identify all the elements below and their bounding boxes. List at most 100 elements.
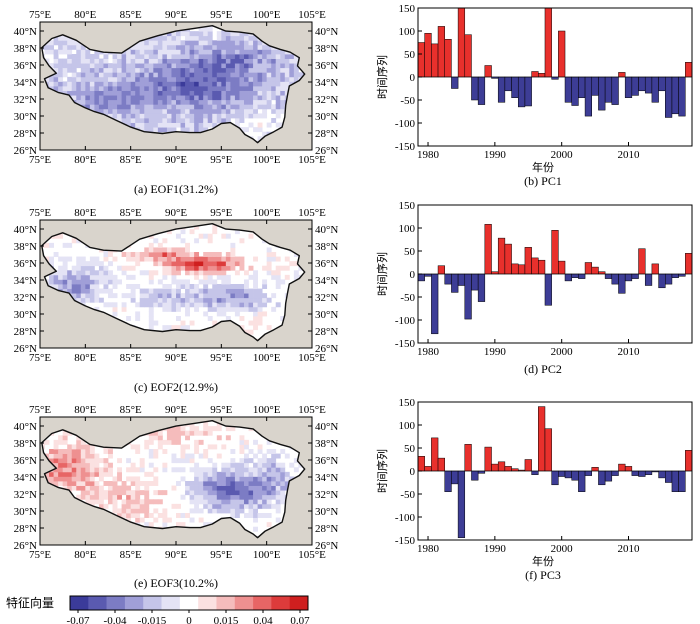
bar-2007 xyxy=(604,76,613,103)
bar-1999 xyxy=(551,230,559,275)
bar-1993 xyxy=(511,468,519,472)
lat-tick-label: 26°N xyxy=(315,540,338,552)
y-tick-label: 0 xyxy=(410,269,416,281)
bar-2013 xyxy=(644,76,653,94)
lat-tick-label: 38°N xyxy=(14,241,37,253)
bar-1997 xyxy=(538,259,546,275)
bar-1984 xyxy=(451,470,459,485)
lat-tick-label: 34°N xyxy=(14,472,37,484)
lon-tick-label: 80°E xyxy=(74,352,96,364)
lon-tick-label: 85°E xyxy=(120,404,142,416)
bar-2011 xyxy=(631,470,639,476)
bar-2007 xyxy=(604,470,613,482)
bar-2013 xyxy=(644,273,653,286)
bar-1986 xyxy=(464,444,472,472)
bar-1991 xyxy=(497,461,506,472)
bar-1981 xyxy=(431,273,439,335)
bar-2017 xyxy=(671,76,679,115)
map-panel-eof3: 75°E 75°E 80°E 80°E 85°E 85°E 90°E 90°E 95°E 95°E… xyxy=(14,404,339,561)
bar-1979 xyxy=(417,42,425,78)
bar-2012 xyxy=(638,248,646,275)
bar-1991 xyxy=(497,237,506,275)
colorbar-tick-label: -0.07 xyxy=(67,615,90,624)
lon-tick-label: 75°E xyxy=(29,352,51,364)
bar-1990 xyxy=(491,463,499,472)
bar-1983 xyxy=(444,39,452,78)
lon-tick-label: 85°E xyxy=(120,154,142,166)
bar-1990 xyxy=(491,271,499,275)
lon-tick-label: 75°E xyxy=(29,207,51,219)
bar-1994 xyxy=(517,264,526,275)
bar-2011 xyxy=(631,76,639,96)
bar-2009 xyxy=(618,463,626,472)
lon-tick-label: 95°E xyxy=(210,9,232,21)
lon-tick-label: 90°E xyxy=(165,154,187,166)
lat-tick-label: 40°N xyxy=(315,26,338,38)
map-caption-eof3: (e) EOF3(10.2%) xyxy=(134,576,218,590)
bar-chart-pc2: -150 -100 -50 0 50 100 150 1980 1990 2000 2010 时间序列… xyxy=(375,200,693,376)
y-tick-label: 150 xyxy=(399,3,416,15)
chart-caption: (b) PC1 xyxy=(524,174,562,188)
lat-tick-label: 28°N xyxy=(14,128,37,140)
bar-2003 xyxy=(578,76,586,98)
bar-2008 xyxy=(611,76,619,105)
map-caption-eof2: (c) EOF2(12.9%) xyxy=(134,380,218,394)
lon-tick-label: 90°E xyxy=(165,352,187,364)
bar-1993 xyxy=(511,76,519,98)
lat-tick-label: 36°N xyxy=(14,60,37,72)
lon-tick-label: 75°E xyxy=(29,404,51,416)
lat-tick-label: 34°N xyxy=(14,77,37,89)
lat-tick-label: 32°N xyxy=(315,292,338,304)
bar-1988 xyxy=(477,273,486,302)
x-tick-label: 1980 xyxy=(417,149,440,161)
lat-tick-label: 26°N xyxy=(315,343,338,355)
bar-2018 xyxy=(678,273,686,277)
bar-1999 xyxy=(551,470,559,486)
bar-2008 xyxy=(611,273,619,285)
lon-tick-label: 100°E xyxy=(253,154,281,166)
lat-tick-label: 26°N xyxy=(315,145,338,157)
bar-1998 xyxy=(544,7,552,78)
lon-tick-label: 105°E xyxy=(298,9,326,21)
bar-2015 xyxy=(658,273,666,289)
lat-tick-label: 34°N xyxy=(315,275,338,287)
y-tick-label: -100 xyxy=(395,512,416,524)
bar-charts: -150 -100 -50 0 50 100 150 1980 1990 2000 2010 时间序列… xyxy=(375,3,693,582)
lat-tick-label: 28°N xyxy=(315,128,338,140)
bar-1979 xyxy=(417,273,425,282)
bar-1992 xyxy=(504,76,512,92)
bar-2000 xyxy=(558,260,566,275)
bar-2013 xyxy=(644,470,653,475)
chart-caption: (f) PC3 xyxy=(525,568,561,582)
colorbar: -0.07 -0.04 -0.015 0 0.015 0.04 0.07 xyxy=(67,595,310,624)
y-tick-label: -150 xyxy=(395,535,416,547)
lon-tick-label: 80°E xyxy=(74,207,96,219)
bar-1992 xyxy=(504,466,512,472)
lon-tick-label: 90°E xyxy=(165,549,187,561)
lat-tick-label: 26°N xyxy=(14,343,37,355)
bar-1997 xyxy=(538,406,546,472)
bar-2004 xyxy=(584,76,593,117)
bar-2009 xyxy=(618,273,626,294)
bar-1984 xyxy=(451,273,459,293)
lat-tick-label: 34°N xyxy=(315,472,338,484)
lat-tick-label: 32°N xyxy=(14,94,37,106)
y-tick-label: 0 xyxy=(410,466,416,478)
lon-tick-label: 95°E xyxy=(210,404,232,416)
bar-2010 xyxy=(624,76,633,98)
bar-2009 xyxy=(618,72,626,78)
lon-tick-label: 90°E xyxy=(165,404,187,416)
bar-2018 xyxy=(678,470,686,492)
bar-1980 xyxy=(424,273,432,277)
bar-2001 xyxy=(564,470,572,479)
y-tick-label: 50 xyxy=(404,49,416,61)
bar-2008 xyxy=(611,470,619,476)
colorbar-swatch xyxy=(179,596,199,610)
bar-2002 xyxy=(571,273,579,278)
y-tick-label: 150 xyxy=(399,397,416,409)
x-tick-label: 1980 xyxy=(417,346,440,358)
lat-tick-label: 26°N xyxy=(14,145,37,157)
bar-2003 xyxy=(578,273,586,279)
y-tick-label: -50 xyxy=(400,489,415,501)
bar-2000 xyxy=(558,470,566,477)
